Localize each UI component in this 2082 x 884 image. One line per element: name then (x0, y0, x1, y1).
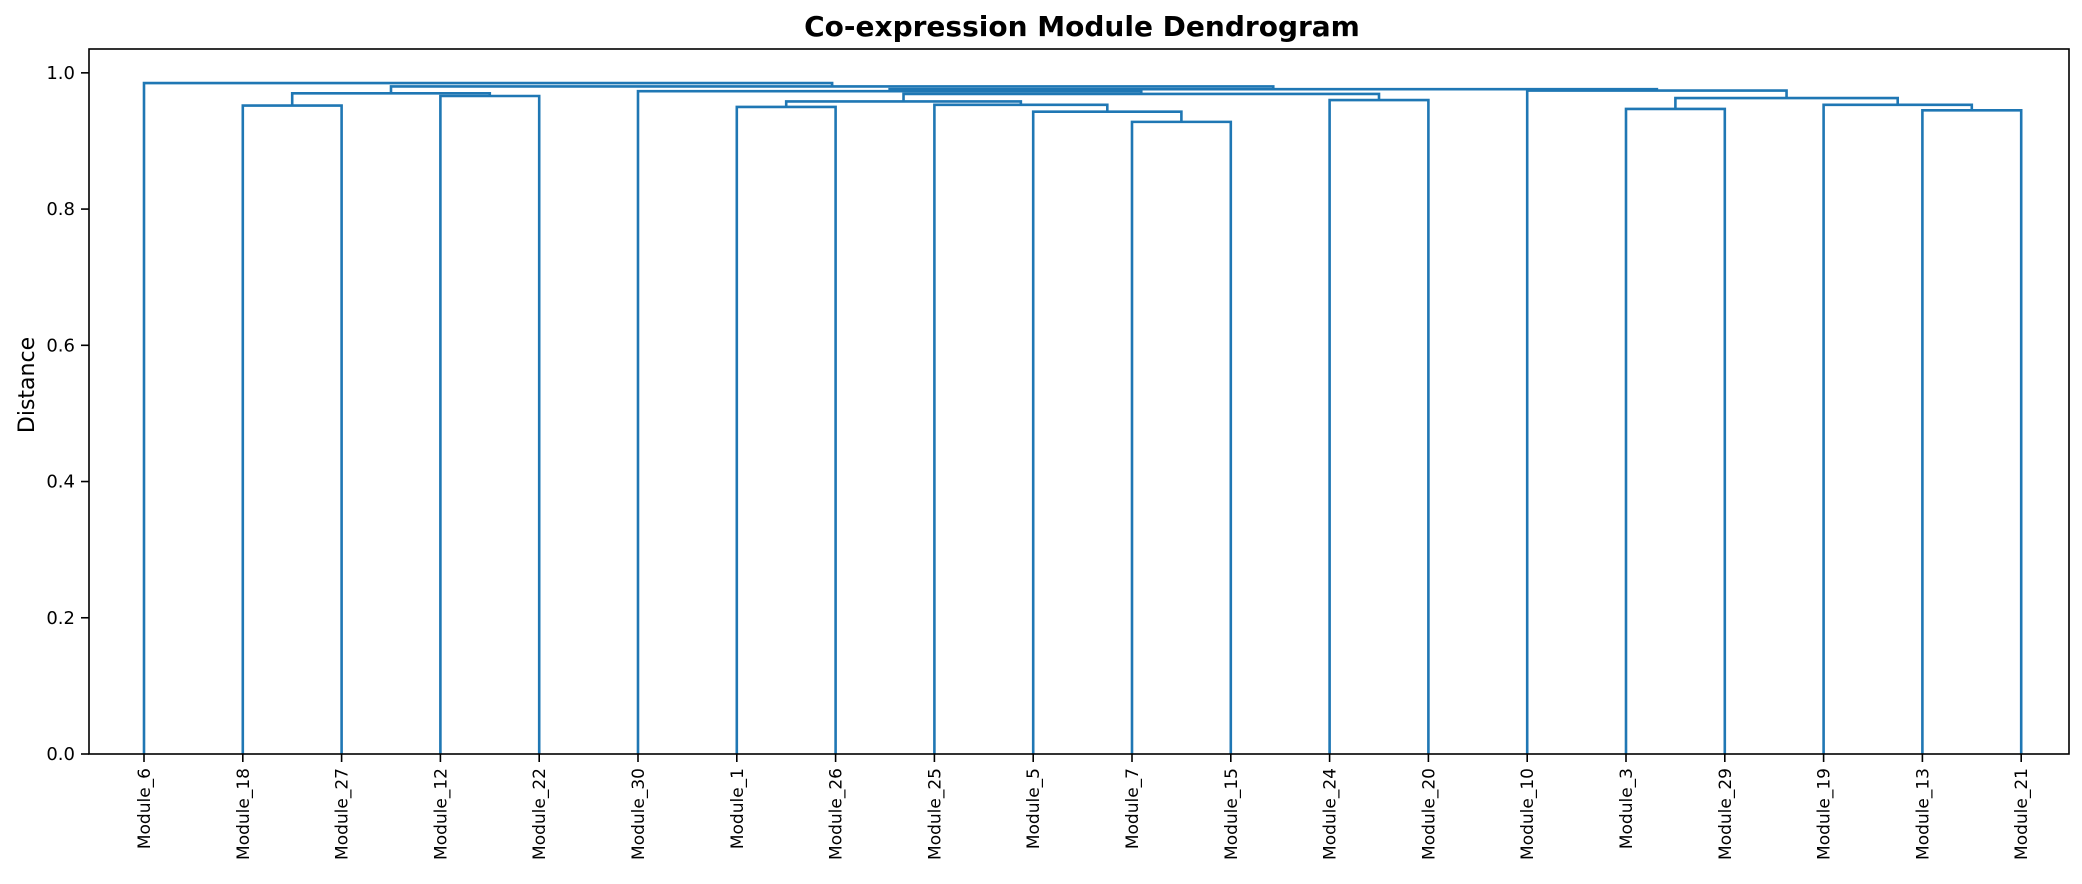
y-tick-label: 0.8 (46, 199, 75, 220)
dendrogram-links (142, 81, 2023, 754)
dendrogram-link (241, 104, 343, 754)
dendrogram-link (1674, 96, 1899, 109)
leaf-label: Module_5 (1024, 768, 1044, 849)
dendrogram-link (636, 89, 1143, 754)
y-tick-label: 0.2 (46, 608, 75, 629)
dendrogram-link (290, 91, 492, 106)
plot-frame (88, 48, 2070, 755)
leaf-label: Module_25 (925, 768, 945, 860)
leaf-label: Module_6 (135, 768, 155, 849)
leaf-label: Module_24 (1321, 768, 1341, 860)
y-tick-label: 0.4 (46, 472, 75, 493)
leaf-label: Module_15 (1222, 768, 1242, 860)
y-axis-label: Distance (15, 337, 40, 433)
leaf-label: Module_20 (1419, 768, 1439, 860)
y-tick-label: 0.0 (46, 744, 75, 765)
dendrogram-link (933, 103, 1109, 754)
leaf-label: Module_18 (234, 768, 254, 860)
y-tick-label: 1.0 (46, 63, 75, 84)
chart-title: Co-expression Module Dendrogram (804, 10, 1360, 43)
leaf-label: Module_22 (530, 768, 550, 860)
y-axis-ticks: 0.0 0.2 0.4 0.6 0.8 1.0 (46, 63, 89, 765)
y-tick-label: 0.6 (46, 335, 75, 356)
dendrogram-link (1624, 107, 1727, 754)
leaf-label: Module_29 (1716, 768, 1736, 860)
leaf-label: Module_19 (1815, 768, 1835, 860)
dendrogram-link (1031, 110, 1183, 754)
dendrogram-link (389, 85, 1275, 94)
dendrogram-link (1130, 120, 1233, 754)
leaf-label: Module_1 (728, 768, 748, 849)
leaf-label: Module_3 (1617, 768, 1637, 849)
leaf-label: Module_7 (1123, 768, 1143, 849)
dendrogram-link (1525, 89, 1788, 754)
leaf-label: Module_13 (1913, 768, 1933, 860)
leaf-label: Module_12 (431, 768, 451, 860)
leaf-label: Module_21 (2012, 768, 2032, 860)
dendrogram-link (1328, 98, 1430, 754)
dendrogram-link (1822, 103, 1974, 754)
leaf-label: Module_27 (333, 768, 353, 860)
dendrogram-link (142, 81, 834, 754)
dendrogram-link (735, 105, 837, 754)
leaf-label: Module_30 (629, 768, 649, 860)
leaf-label: Module_10 (1518, 768, 1538, 860)
dendrogram-link (439, 94, 541, 754)
leaf-label: Module_26 (827, 768, 847, 860)
x-axis-ticks: Module_6 Module_18 Module_27 Module_12 Modul… (135, 754, 2032, 860)
dendrogram-link (1921, 109, 2023, 754)
